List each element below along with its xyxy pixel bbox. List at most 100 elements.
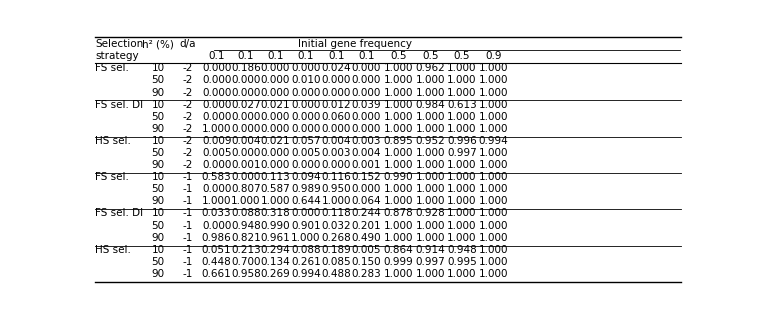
Text: 0.984: 0.984	[416, 99, 445, 109]
Text: -2: -2	[182, 99, 192, 109]
Text: 1.000: 1.000	[479, 269, 508, 279]
Text: 0.000: 0.000	[351, 112, 381, 122]
Text: 0.033: 0.033	[202, 208, 232, 218]
Text: 0.661: 0.661	[202, 269, 232, 279]
Text: 0.986: 0.986	[202, 233, 232, 243]
Text: 90: 90	[151, 124, 164, 134]
Text: 0.094: 0.094	[291, 172, 321, 182]
Text: 0.261: 0.261	[291, 257, 321, 267]
Text: 1.000: 1.000	[384, 99, 413, 109]
Text: 90: 90	[151, 233, 164, 243]
Text: 0.1: 0.1	[298, 51, 314, 61]
Text: 1.000: 1.000	[479, 221, 508, 231]
Text: 0.004: 0.004	[322, 136, 351, 146]
Text: 0.189: 0.189	[322, 245, 351, 255]
Text: 0.294: 0.294	[260, 245, 290, 255]
Text: 1.000: 1.000	[416, 148, 445, 158]
Text: 0.021: 0.021	[260, 99, 290, 109]
Text: 0.5: 0.5	[453, 51, 470, 61]
Text: Initial gene frequency: Initial gene frequency	[298, 39, 412, 49]
Text: 0.000: 0.000	[291, 88, 320, 98]
Text: 0.587: 0.587	[260, 184, 290, 194]
Text: 1.000: 1.000	[291, 233, 320, 243]
Text: 1.000: 1.000	[447, 208, 477, 218]
Text: 90: 90	[151, 160, 164, 170]
Text: 1.000: 1.000	[447, 75, 477, 85]
Text: 0.9: 0.9	[485, 51, 502, 61]
Text: 0.000: 0.000	[202, 160, 232, 170]
Text: 1.000: 1.000	[416, 75, 445, 85]
Text: 0.000: 0.000	[232, 112, 260, 122]
Text: 0.213: 0.213	[231, 245, 261, 255]
Text: 1.000: 1.000	[384, 196, 413, 206]
Text: 1.000: 1.000	[384, 221, 413, 231]
Text: 0.004: 0.004	[231, 136, 260, 146]
Text: 0.000: 0.000	[202, 112, 232, 122]
Text: 1.000: 1.000	[479, 63, 508, 73]
Text: 0.997: 0.997	[447, 148, 477, 158]
Text: 1.000: 1.000	[479, 233, 508, 243]
Text: 1.000: 1.000	[416, 88, 445, 98]
Text: 0.000: 0.000	[202, 184, 232, 194]
Text: 0.244: 0.244	[351, 208, 381, 218]
Text: 10: 10	[151, 63, 164, 73]
Text: 0.088: 0.088	[291, 245, 321, 255]
Text: 1.000: 1.000	[447, 184, 477, 194]
Text: 0.269: 0.269	[260, 269, 290, 279]
Text: 0.000: 0.000	[202, 63, 232, 73]
Text: 0.700: 0.700	[231, 257, 260, 267]
Text: d/a: d/a	[179, 39, 195, 49]
Text: 0.878: 0.878	[384, 208, 413, 218]
Text: 0.032: 0.032	[322, 221, 351, 231]
Text: 0.001: 0.001	[351, 160, 381, 170]
Text: -1: -1	[182, 221, 192, 231]
Text: 0.961: 0.961	[260, 233, 290, 243]
Text: 1.000: 1.000	[384, 184, 413, 194]
Text: 10: 10	[151, 172, 164, 182]
Text: 1.000: 1.000	[202, 196, 232, 206]
Text: 1.000: 1.000	[479, 124, 508, 134]
Text: 50: 50	[151, 184, 164, 194]
Text: 90: 90	[151, 196, 164, 206]
Text: 0.613: 0.613	[447, 99, 477, 109]
Text: 0.009: 0.009	[202, 136, 232, 146]
Text: 1.000: 1.000	[479, 208, 508, 218]
Text: -1: -1	[182, 208, 192, 218]
Text: 0.000: 0.000	[232, 124, 260, 134]
Text: 0.996: 0.996	[447, 136, 477, 146]
Text: 1.000: 1.000	[479, 160, 508, 170]
Text: 0.000: 0.000	[260, 112, 290, 122]
Text: FS sel. DI: FS sel. DI	[95, 208, 143, 218]
Text: 90: 90	[151, 88, 164, 98]
Text: 0.000: 0.000	[260, 160, 290, 170]
Text: -2: -2	[182, 63, 192, 73]
Text: 0.024: 0.024	[322, 63, 351, 73]
Text: 0.000: 0.000	[291, 63, 320, 73]
Text: 1.000: 1.000	[384, 233, 413, 243]
Text: 0.000: 0.000	[291, 124, 320, 134]
Text: 0.000: 0.000	[232, 172, 260, 182]
Text: 1.000: 1.000	[479, 257, 508, 267]
Text: 90: 90	[151, 269, 164, 279]
Text: 1.000: 1.000	[416, 172, 445, 182]
Text: 1.000: 1.000	[447, 88, 477, 98]
Text: 0.448: 0.448	[202, 257, 232, 267]
Text: 1.000: 1.000	[384, 88, 413, 98]
Text: 1.000: 1.000	[416, 112, 445, 122]
Text: 0.116: 0.116	[322, 172, 351, 182]
Text: 1.000: 1.000	[416, 184, 445, 194]
Text: -2: -2	[182, 148, 192, 158]
Text: 0.000: 0.000	[351, 63, 381, 73]
Text: 1.000: 1.000	[384, 124, 413, 134]
Text: 0.989: 0.989	[291, 184, 321, 194]
Text: 0.901: 0.901	[291, 221, 321, 231]
Text: 0.005: 0.005	[291, 148, 320, 158]
Text: 0.201: 0.201	[351, 221, 381, 231]
Text: FS sel.: FS sel.	[95, 172, 129, 182]
Text: 1.000: 1.000	[384, 112, 413, 122]
Text: HS sel.: HS sel.	[95, 136, 131, 146]
Text: 0.1: 0.1	[358, 51, 375, 61]
Text: 0.051: 0.051	[202, 245, 232, 255]
Text: 0.000: 0.000	[260, 124, 290, 134]
Text: 0.003: 0.003	[322, 148, 351, 158]
